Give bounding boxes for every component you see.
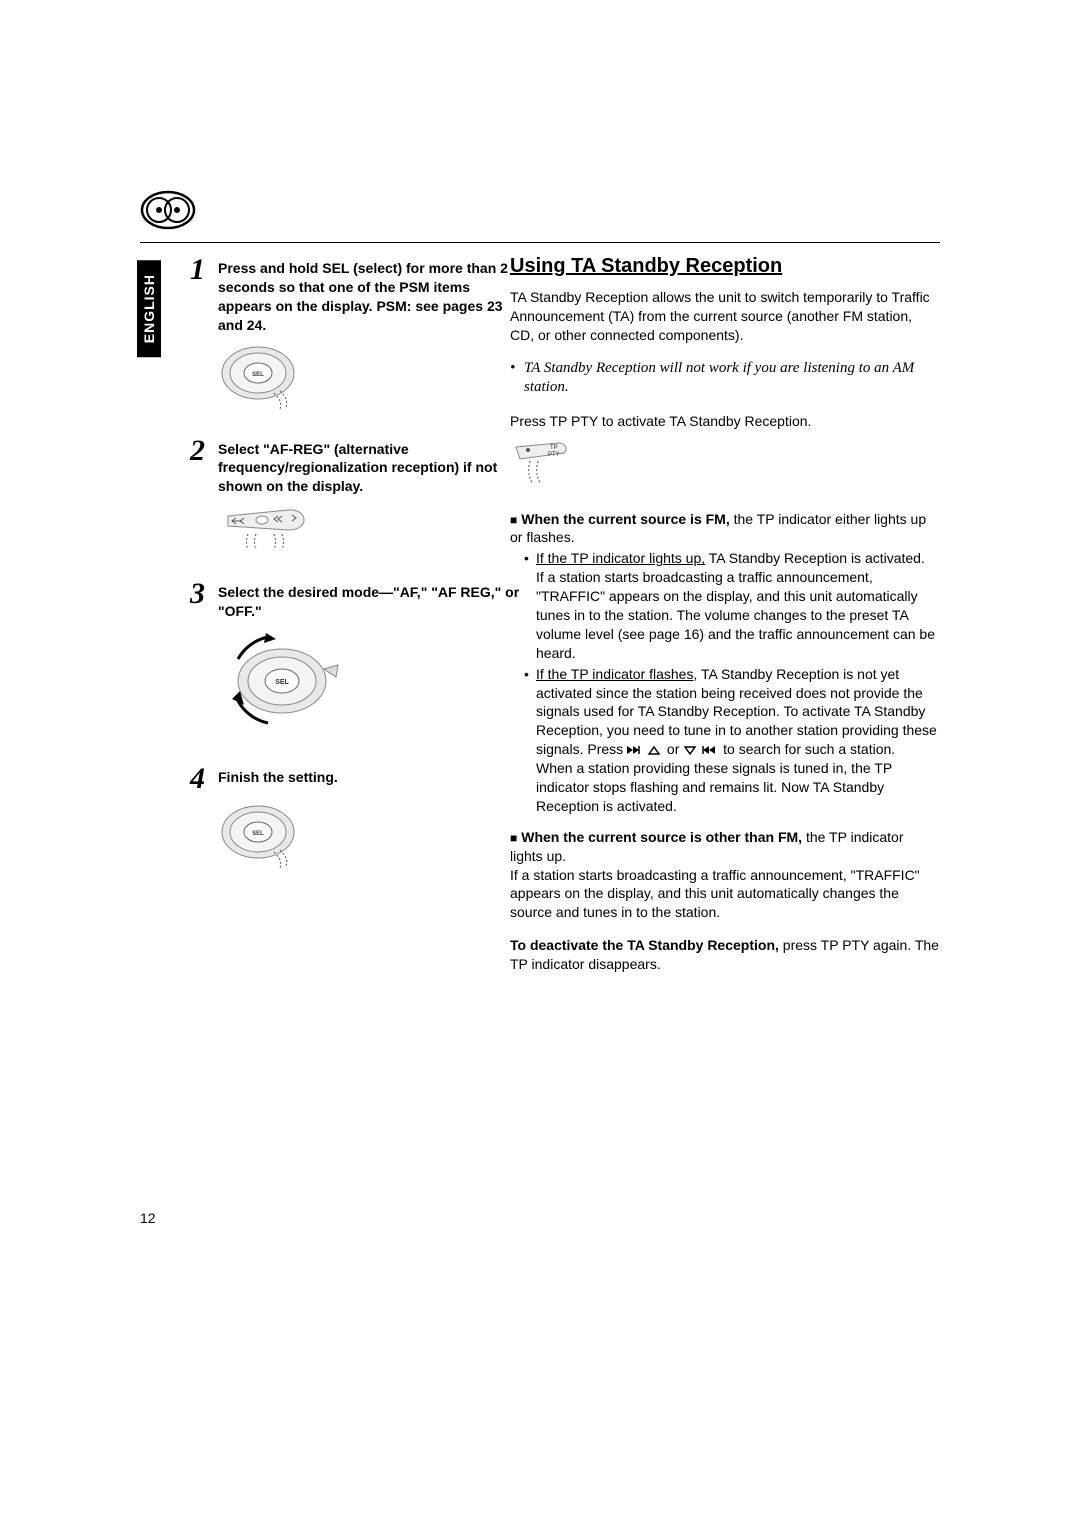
svg-text:PTY: PTY [548, 452, 560, 458]
press-instruction: Press TP PTY to activate TA Standby Rece… [510, 412, 940, 431]
tp-pty-button-icon: TP PTY [510, 439, 940, 494]
sel-dial-icon: SEL [218, 802, 520, 875]
right-column: Using TA Standby Reception TA Standby Re… [510, 255, 940, 974]
rocker-button-icon [218, 504, 520, 559]
bullet-icon: • [524, 665, 536, 816]
rotate-dial-icon: SEL [218, 629, 520, 744]
step-text: Finish the setting. [218, 764, 338, 787]
fm-head: When the current source is FM, [521, 511, 729, 527]
step-number: 3 [190, 579, 218, 609]
section-title: Using TA Standby Reception [510, 255, 940, 278]
bullet-icon: • [510, 359, 524, 398]
bullet-icon: • [524, 549, 536, 662]
prev-down-icon [683, 745, 719, 756]
lights-up-head: If the TP indicator lights up, [536, 550, 705, 566]
step-2: 2 Select "AF-REG" (alternative frequency… [190, 436, 520, 497]
step-number: 4 [190, 764, 218, 794]
or-text: or [663, 741, 683, 757]
page-number: 12 [140, 1210, 156, 1226]
step-number: 2 [190, 436, 218, 466]
svg-text:SEL: SEL [275, 679, 289, 686]
step-text: Select the desired mode—"AF," "AF REG," … [218, 579, 520, 621]
square-bullet-icon [510, 511, 521, 527]
lights-up-item: • If the TP indicator lights up, TA Stan… [524, 549, 940, 662]
step-text: Select "AF-REG" (alternative frequency/r… [218, 436, 520, 497]
next-up-icon [627, 745, 663, 756]
language-tab: ENGLISH [137, 260, 161, 357]
svg-text:TP: TP [550, 445, 558, 451]
deactivate-head: To deactivate the TA Standby Reception, [510, 937, 779, 953]
lights-up-text: TA Standby Reception is activated. If a … [536, 550, 935, 660]
sel-dial-icon: SEL [218, 343, 520, 416]
svg-text:SEL: SEL [252, 831, 264, 837]
disc-logo-icon [140, 190, 196, 235]
deactivate-block: To deactivate the TA Standby Reception, … [510, 936, 940, 974]
intro-text: TA Standby Reception allows the unit to … [510, 288, 940, 345]
step-text: Press and hold SEL (select) for more tha… [218, 255, 520, 335]
left-column: 1 Press and hold SEL (select) for more t… [190, 255, 520, 895]
step-number: 1 [190, 255, 218, 285]
square-bullet-icon [510, 829, 521, 845]
fm-source-block: When the current source is FM, the TP in… [510, 510, 940, 816]
flashes-item: • If the TP indicator flashes, TA Standb… [524, 665, 940, 816]
svg-text:SEL: SEL [252, 372, 264, 378]
step-1: 1 Press and hold SEL (select) for more t… [190, 255, 520, 335]
italic-note: • TA Standby Reception will not work if … [510, 359, 940, 398]
other-head: When the current source is other than FM… [521, 829, 802, 845]
step-4: 4 Finish the setting. [190, 764, 520, 794]
note-text: TA Standby Reception will not work if yo… [524, 359, 940, 398]
horizontal-rule [140, 242, 940, 243]
other-source-block: When the current source is other than FM… [510, 828, 940, 922]
step-3: 3 Select the desired mode—"AF," "AF REG,… [190, 579, 520, 621]
flashes-head: If the TP indicator flashes, [536, 666, 697, 682]
